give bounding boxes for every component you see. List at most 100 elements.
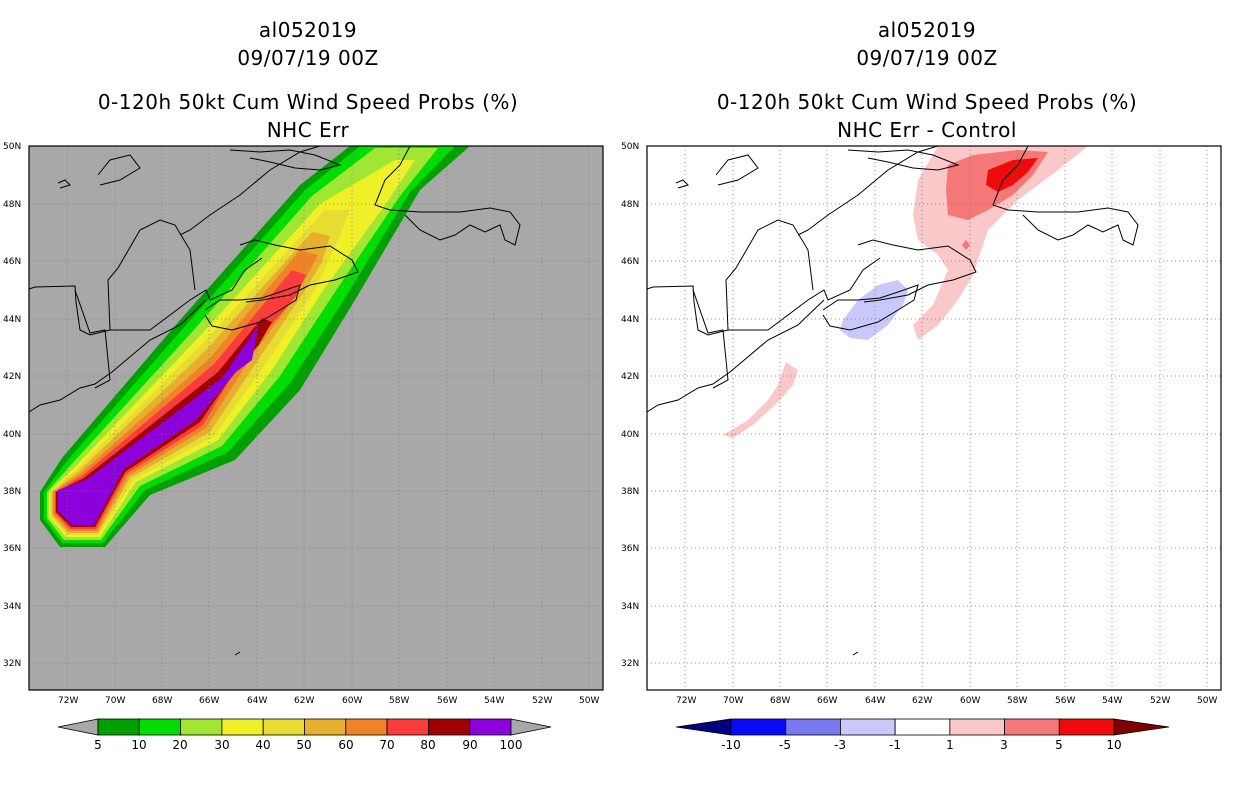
left-coastlines bbox=[28, 145, 521, 656]
colorbar-label: 20 bbox=[172, 738, 187, 752]
left-subtitle: NHC Err bbox=[266, 118, 350, 142]
lon-label: 62W bbox=[912, 696, 932, 706]
colorbar-swatch bbox=[138, 718, 182, 736]
lon-label: 58W bbox=[1007, 696, 1027, 706]
lon-label: 54W bbox=[484, 696, 504, 706]
lat-label: 42N bbox=[621, 372, 639, 382]
lon-label: 72W bbox=[676, 696, 696, 706]
lat-label: 50N bbox=[621, 142, 639, 152]
lon-label: 60W bbox=[342, 696, 362, 706]
colorbar-label: 1 bbox=[946, 738, 954, 752]
colorbar-label: -10 bbox=[721, 738, 741, 752]
left-grid bbox=[29, 146, 603, 690]
colorbar-swatch bbox=[386, 718, 429, 736]
diff-neg-small bbox=[840, 280, 908, 340]
right-storm-id: al052019 bbox=[877, 18, 977, 42]
lon-label: 52W bbox=[532, 696, 552, 706]
lat-label: 36N bbox=[3, 544, 21, 554]
colorbar-high-arrow bbox=[510, 718, 552, 736]
lon-label: 72W bbox=[58, 696, 78, 706]
left-datetime: 09/07/19 00Z bbox=[237, 46, 379, 70]
lon-label: 66W bbox=[817, 696, 837, 706]
lat-label: 40N bbox=[3, 430, 21, 440]
left-lat-labels: 50N 48N 46N 44N 42N 40N 38N 36N 34N 32N bbox=[3, 142, 21, 669]
right-lat-labels: 50N 48N 46N 44N 42N 40N 38N 36N 34N 32N bbox=[621, 142, 639, 669]
lon-label: 60W bbox=[960, 696, 980, 706]
lon-label: 68W bbox=[152, 696, 172, 706]
colorbar-label: 100 bbox=[500, 738, 523, 752]
lon-label: 56W bbox=[1055, 696, 1075, 706]
left-colorbar: 5 10 20 30 40 50 60 70 80 90 100 bbox=[57, 718, 552, 752]
colorbar-label: -3 bbox=[834, 738, 846, 752]
colorbar-swatch bbox=[221, 718, 264, 736]
colorbar-swatch bbox=[949, 718, 1005, 736]
right-subtitle: NHC Err - Control bbox=[837, 118, 1017, 142]
left-storm-id: al052019 bbox=[258, 18, 358, 42]
colorbar-swatch bbox=[97, 718, 140, 736]
lon-label: 50W bbox=[579, 696, 599, 706]
left-product-title: 0-120h 50kt Cum Wind Speed Probs (%) bbox=[97, 90, 519, 114]
colorbar-label: 50 bbox=[296, 738, 311, 752]
lat-label: 46N bbox=[621, 257, 639, 267]
lat-label: 34N bbox=[3, 602, 21, 612]
colorbar-label: 5 bbox=[1055, 738, 1063, 752]
lat-label: 50N bbox=[3, 142, 21, 152]
lon-label: 62W bbox=[294, 696, 314, 706]
lon-label: 50W bbox=[1197, 696, 1217, 706]
diff-pos-large bbox=[986, 158, 1038, 192]
right-coastlines bbox=[646, 145, 1139, 656]
colorbar-swatch bbox=[1058, 718, 1115, 736]
lon-label: 54W bbox=[1102, 696, 1122, 706]
lon-label: 58W bbox=[389, 696, 409, 706]
colorbar-swatch bbox=[345, 718, 388, 736]
lat-label: 46N bbox=[3, 257, 21, 267]
diff-pos-dot bbox=[962, 240, 970, 250]
lat-label: 32N bbox=[621, 659, 639, 669]
lat-label: 44N bbox=[3, 315, 21, 325]
lon-label: 64W bbox=[247, 696, 267, 706]
lon-label: 64W bbox=[865, 696, 885, 706]
right-product-title: 0-120h 50kt Cum Wind Speed Probs (%) bbox=[716, 90, 1138, 114]
lon-label: 68W bbox=[770, 696, 790, 706]
lat-label: 38N bbox=[3, 487, 21, 497]
colorbar-swatch bbox=[730, 718, 787, 736]
colorbar-label: -1 bbox=[889, 738, 901, 752]
lat-label: 44N bbox=[621, 315, 639, 325]
colorbar-label: 80 bbox=[420, 738, 435, 752]
colorbar-label: 60 bbox=[338, 738, 353, 752]
lat-label: 40N bbox=[621, 430, 639, 440]
colorbar-label: 10 bbox=[1106, 738, 1121, 752]
colorbar-swatch bbox=[1004, 718, 1060, 736]
lat-label: 34N bbox=[621, 602, 639, 612]
right-grid bbox=[647, 146, 1221, 690]
lat-label: 48N bbox=[3, 200, 21, 210]
right-difference-map: 50N 48N 46N 44N 42N 40N 38N 36N 34N 32N … bbox=[621, 142, 1222, 752]
colorbar-swatch bbox=[785, 718, 841, 736]
lat-label: 48N bbox=[621, 200, 639, 210]
colorbar-swatch bbox=[427, 718, 471, 736]
left-map-frame bbox=[28, 145, 604, 691]
lon-label: 52W bbox=[1150, 696, 1170, 706]
lon-label: 70W bbox=[105, 696, 125, 706]
lon-label: 56W bbox=[437, 696, 457, 706]
colorbar-swatch bbox=[894, 718, 951, 736]
diff-pos-swath-south bbox=[723, 362, 798, 438]
right-map-frame bbox=[646, 145, 1222, 691]
lat-label: 32N bbox=[3, 659, 21, 669]
colorbar-swatch bbox=[469, 718, 512, 736]
colorbar-label: 3 bbox=[1000, 738, 1008, 752]
colorbar-label: 40 bbox=[255, 738, 270, 752]
colorbar-label: 10 bbox=[131, 738, 146, 752]
colorbar-label: -5 bbox=[779, 738, 791, 752]
lon-label: 66W bbox=[199, 696, 219, 706]
right-lon-labels: 72W 70W 68W 66W 64W 62W 60W 58W 56W 54W … bbox=[676, 696, 1217, 706]
left-lon-labels: 72W 70W 68W 66W 64W 62W 60W 58W 56W 54W … bbox=[58, 696, 599, 706]
colorbar-low-arrow bbox=[675, 718, 732, 736]
colorbar-label: 5 bbox=[94, 738, 102, 752]
lat-label: 38N bbox=[621, 487, 639, 497]
colorbar-label: 70 bbox=[379, 738, 394, 752]
colorbar-label: 90 bbox=[462, 738, 477, 752]
colorbar-high-arrow bbox=[1113, 718, 1170, 736]
colorbar-swatch bbox=[180, 718, 223, 736]
right-colorbar: -10 -5 -3 -1 1 3 5 10 bbox=[675, 718, 1170, 752]
